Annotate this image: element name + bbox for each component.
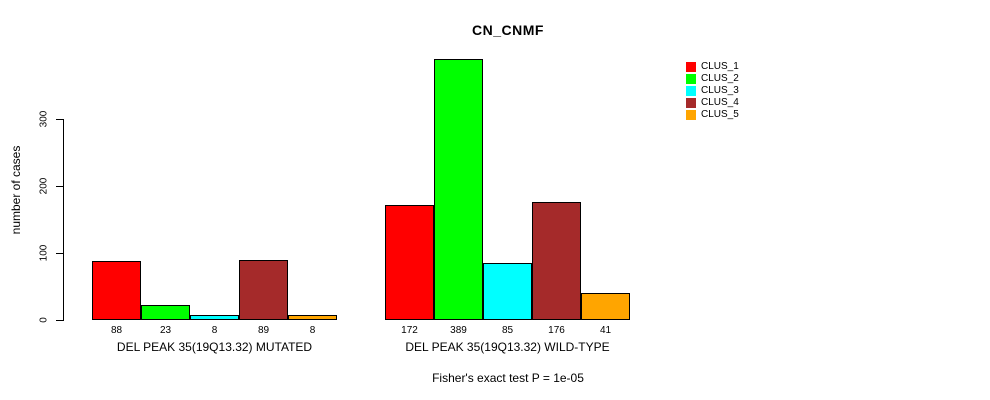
y-axis-tick (56, 186, 63, 187)
bar-value-label: 8 (309, 325, 316, 336)
bar-clus_5-group0 (288, 315, 337, 320)
bar-clus_3-group1 (483, 263, 532, 320)
y-tick-label: 100 (38, 244, 50, 262)
bar-clus_2-group1 (434, 59, 483, 320)
bar-clus_4-group1 (532, 202, 581, 320)
bar-clus_5-group1 (581, 293, 630, 320)
bar-value-label: 172 (401, 325, 418, 336)
legend-swatch-clus_2 (686, 74, 696, 84)
legend-item-clus_2: CLUS_2 (686, 73, 739, 85)
y-axis-tick (56, 119, 63, 120)
y-tick-label: 300 (38, 110, 50, 128)
legend-item-clus_4: CLUS_4 (686, 97, 739, 109)
legend-swatch-clus_4 (686, 98, 696, 108)
bar-value-label: 89 (257, 325, 270, 336)
fisher-test-caption: Fisher's exact test P = 1e-05 (432, 371, 584, 385)
chart-title: CN_CNMF (472, 22, 544, 38)
legend-item-clus_1: CLUS_1 (686, 61, 739, 73)
bar-value-label: 23 (159, 325, 172, 336)
y-axis-label: number of cases (9, 145, 23, 235)
bar-clus_1-group1 (385, 205, 434, 320)
y-axis-tick (56, 320, 63, 321)
bar-clus_1-group0 (92, 261, 141, 320)
legend-swatch-clus_5 (686, 110, 696, 120)
legend-swatch-clus_3 (686, 86, 696, 96)
group-label-wild-type: DEL PEAK 35(19Q13.32) WILD-TYPE (405, 340, 610, 354)
bar-value-label: 176 (548, 325, 565, 336)
legend-label: CLUS_4 (701, 97, 739, 108)
legend-label: CLUS_2 (701, 73, 739, 84)
bar-clus_2-group0 (141, 305, 190, 320)
bar-value-label: 85 (501, 325, 514, 336)
y-tick-label: 200 (38, 177, 50, 195)
legend-label: CLUS_1 (701, 61, 739, 72)
y-tick-label: 0 (38, 317, 50, 323)
bar-value-label: 41 (599, 325, 612, 336)
legend: CLUS_1 CLUS_2 CLUS_3 CLUS_4 CLUS_5 (686, 61, 739, 121)
bar-clus_3-group0 (190, 315, 239, 320)
bar-value-label: 88 (110, 325, 123, 336)
bar-clus_4-group0 (239, 260, 288, 320)
bar-value-label: 8 (211, 325, 218, 336)
legend-item-clus_3: CLUS_3 (686, 85, 739, 97)
group-label-mutated: DEL PEAK 35(19Q13.32) MUTATED (116, 340, 313, 354)
legend-label: CLUS_3 (701, 85, 739, 96)
legend-label: CLUS_5 (701, 109, 739, 120)
bar-value-label: 389 (450, 325, 467, 336)
y-axis-tick (56, 253, 63, 254)
legend-item-clus_5: CLUS_5 (686, 109, 739, 121)
y-axis-line (63, 119, 64, 321)
legend-swatch-clus_1 (686, 62, 696, 72)
